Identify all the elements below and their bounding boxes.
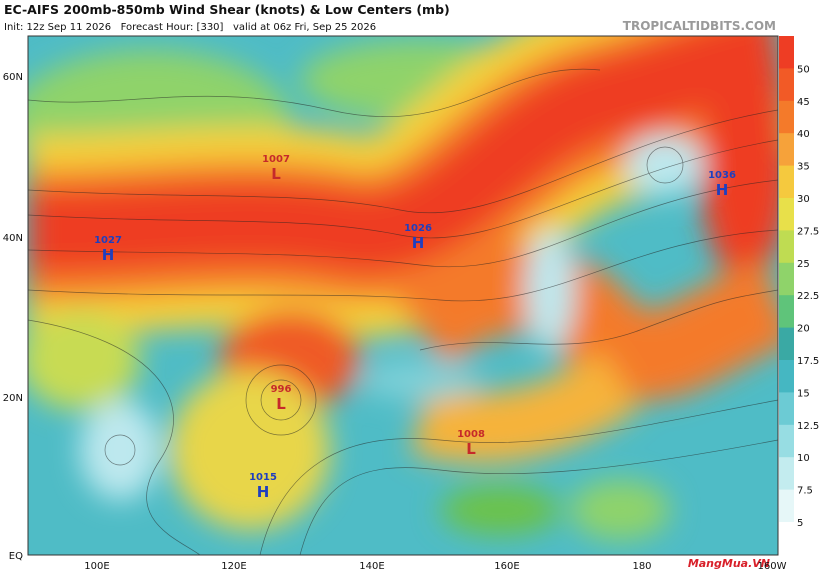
center-pressure: 996 [271, 384, 292, 395]
colorbar-swatch [779, 100, 794, 134]
lat-label: 40N [3, 233, 23, 244]
center-symbol: L [276, 395, 286, 413]
colorbar-swatch [779, 230, 794, 264]
center-pressure: 1026 [404, 223, 432, 234]
center-symbol: H [716, 181, 729, 199]
subtitle: Init: 12z Sep 11 2026 Forecast Hour: [33… [4, 22, 376, 33]
title: EC-AIFS 200mb-850mb Wind Shear (knots) &… [4, 2, 450, 17]
colorbar: 50 45 40 35 30 27.5 25 22.5 20 17.5 15 12.5 10 7.5 5 [779, 36, 819, 555]
lon-label: 160W [758, 561, 787, 572]
center-symbol: L [466, 440, 476, 458]
lon-label: 100E [84, 561, 109, 572]
colorbar-label: 25 [797, 259, 810, 270]
shear-field [28, 36, 778, 555]
colorbar-label: 40 [797, 129, 810, 140]
colorbar-label: 7.5 [797, 486, 813, 497]
lon-label: 120E [221, 561, 246, 572]
lat-label: EQ [9, 551, 23, 562]
site-credit: TROPICALTIDBITS.COM [623, 19, 776, 33]
lon-label: 180 [632, 561, 651, 572]
colorbar-label: 12.5 [797, 421, 819, 432]
center-symbol: H [102, 246, 115, 264]
center-symbol: L [271, 165, 281, 183]
colorbar-swatch [779, 457, 794, 491]
colorbar-swatch [779, 36, 794, 69]
center-symbol: H [257, 483, 270, 501]
center-pressure: 1027 [94, 235, 122, 246]
colorbar-swatch [779, 165, 794, 199]
lat-label: 60N [3, 72, 23, 83]
colorbar-label: 5 [797, 518, 803, 529]
colorbar-swatch [779, 133, 794, 167]
streamlines [28, 68, 778, 555]
colorbar-swatch [779, 262, 794, 296]
colorbar-label: 22.5 [797, 291, 819, 302]
lat-label: 20N [3, 393, 23, 404]
colorbar-label: 35 [797, 162, 810, 173]
center-symbol: H [412, 234, 425, 252]
colorbar-label: 15 [797, 388, 810, 399]
colorbar-label: 45 [797, 97, 810, 108]
colorbar-swatch [779, 392, 794, 426]
colorbar-label: 17.5 [797, 356, 819, 367]
colorbar-swatch [779, 295, 794, 329]
watermark: MangMua.VN [688, 557, 770, 570]
colorbar-label: 30 [797, 194, 810, 205]
colorbar-swatch [779, 327, 794, 361]
center-pressure: 1007 [262, 154, 290, 165]
colorbar-swatch [779, 360, 794, 393]
colorbar-swatch [779, 424, 794, 458]
center-pressure: 1015 [249, 472, 277, 483]
colorbar-swatch [779, 68, 794, 102]
lon-label: 160E [494, 561, 519, 572]
colorbar-swatch [779, 522, 794, 555]
colorbar-swatch [779, 198, 794, 231]
lon-label: 140E [359, 561, 384, 572]
colorbar-label: 20 [797, 324, 810, 335]
colorbar-swatch [779, 489, 794, 523]
center-pressure: 1036 [708, 170, 736, 181]
colorbar-label: 10 [797, 453, 810, 464]
colorbar-label: 27.5 [797, 226, 819, 237]
center-pressure: 1008 [457, 429, 485, 440]
colorbar-label: 50 [797, 64, 810, 75]
map-frame [27, 35, 779, 556]
